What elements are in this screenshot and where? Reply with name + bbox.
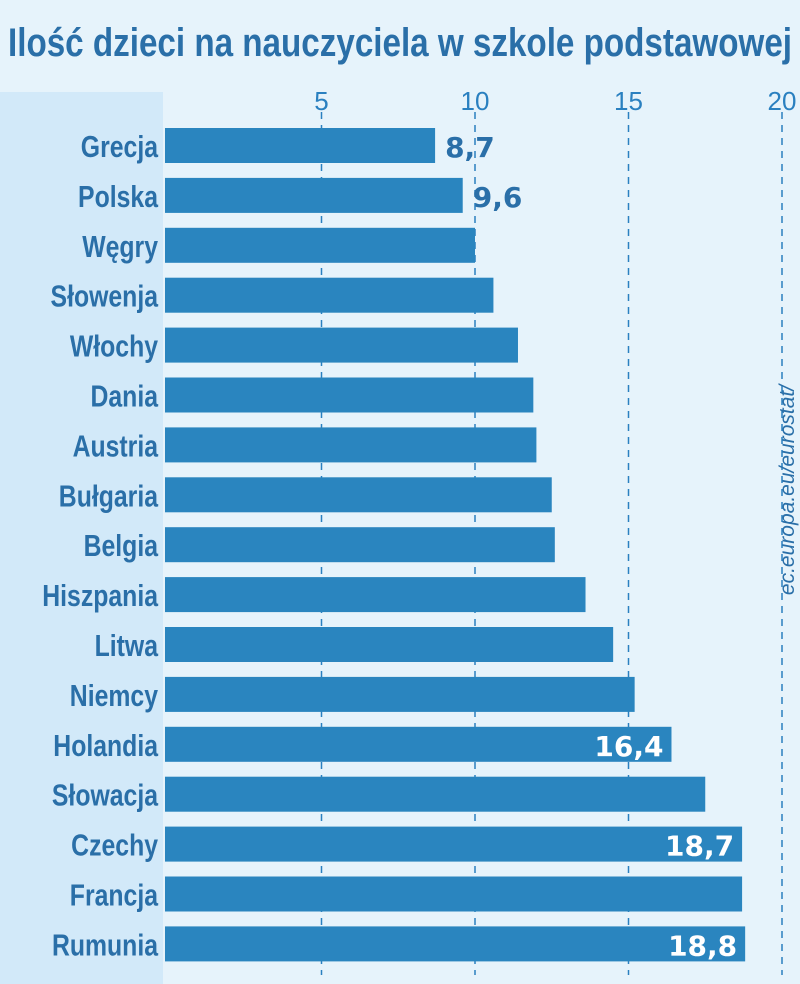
bar: [165, 726, 672, 762]
bar: [165, 327, 518, 363]
bar: [165, 177, 463, 213]
category-label: Dania: [90, 379, 158, 413]
bar: [165, 128, 436, 163]
chart-title: Ilość dzieci na nauczyciela w szkole pod…: [8, 21, 792, 65]
data-label: 18,8: [668, 929, 737, 962]
bar: [165, 277, 494, 313]
bar: [165, 676, 635, 712]
category-label: Czechy: [71, 828, 158, 862]
bar: [165, 377, 534, 413]
bar: [165, 876, 743, 912]
bar: [165, 826, 743, 862]
category-label: Litwa: [95, 628, 159, 662]
category-label: Holandia: [53, 728, 158, 762]
x-tick-label: 5: [314, 86, 328, 116]
bar: [165, 427, 537, 463]
bar: [165, 477, 552, 513]
data-label: 8,7: [445, 131, 495, 164]
category-label: Grecja: [81, 129, 159, 163]
category-label: Słowenja: [51, 279, 159, 313]
bar: [165, 527, 555, 563]
category-label: Niemcy: [70, 678, 159, 712]
category-label: Węgry: [82, 229, 158, 263]
category-label: Rumunia: [52, 928, 158, 962]
bar: [165, 227, 475, 263]
data-label: 9,6: [473, 181, 523, 214]
bar: [165, 776, 706, 812]
category-label: Słowacja: [52, 778, 158, 812]
x-tick-label: 10: [461, 86, 490, 116]
bar: [165, 627, 614, 662]
category-label: Bułgaria: [59, 479, 159, 513]
data-label: 16,4: [594, 730, 663, 763]
x-tick-label: 20: [768, 86, 797, 116]
category-label: Austria: [73, 429, 159, 463]
x-tick-label: 15: [614, 86, 643, 116]
source-label: ec.europa.eu/eurostat/: [776, 383, 799, 595]
category-label: Włochy: [70, 329, 158, 363]
category-label: Belgia: [84, 529, 159, 563]
data-label: 18,7: [665, 830, 734, 863]
category-label: Francja: [70, 878, 159, 912]
category-label: Polska: [78, 179, 158, 213]
category-label-panel: [0, 92, 163, 984]
bar: [165, 577, 586, 613]
bar: [165, 926, 746, 962]
category-label: Hiszpania: [42, 578, 158, 612]
